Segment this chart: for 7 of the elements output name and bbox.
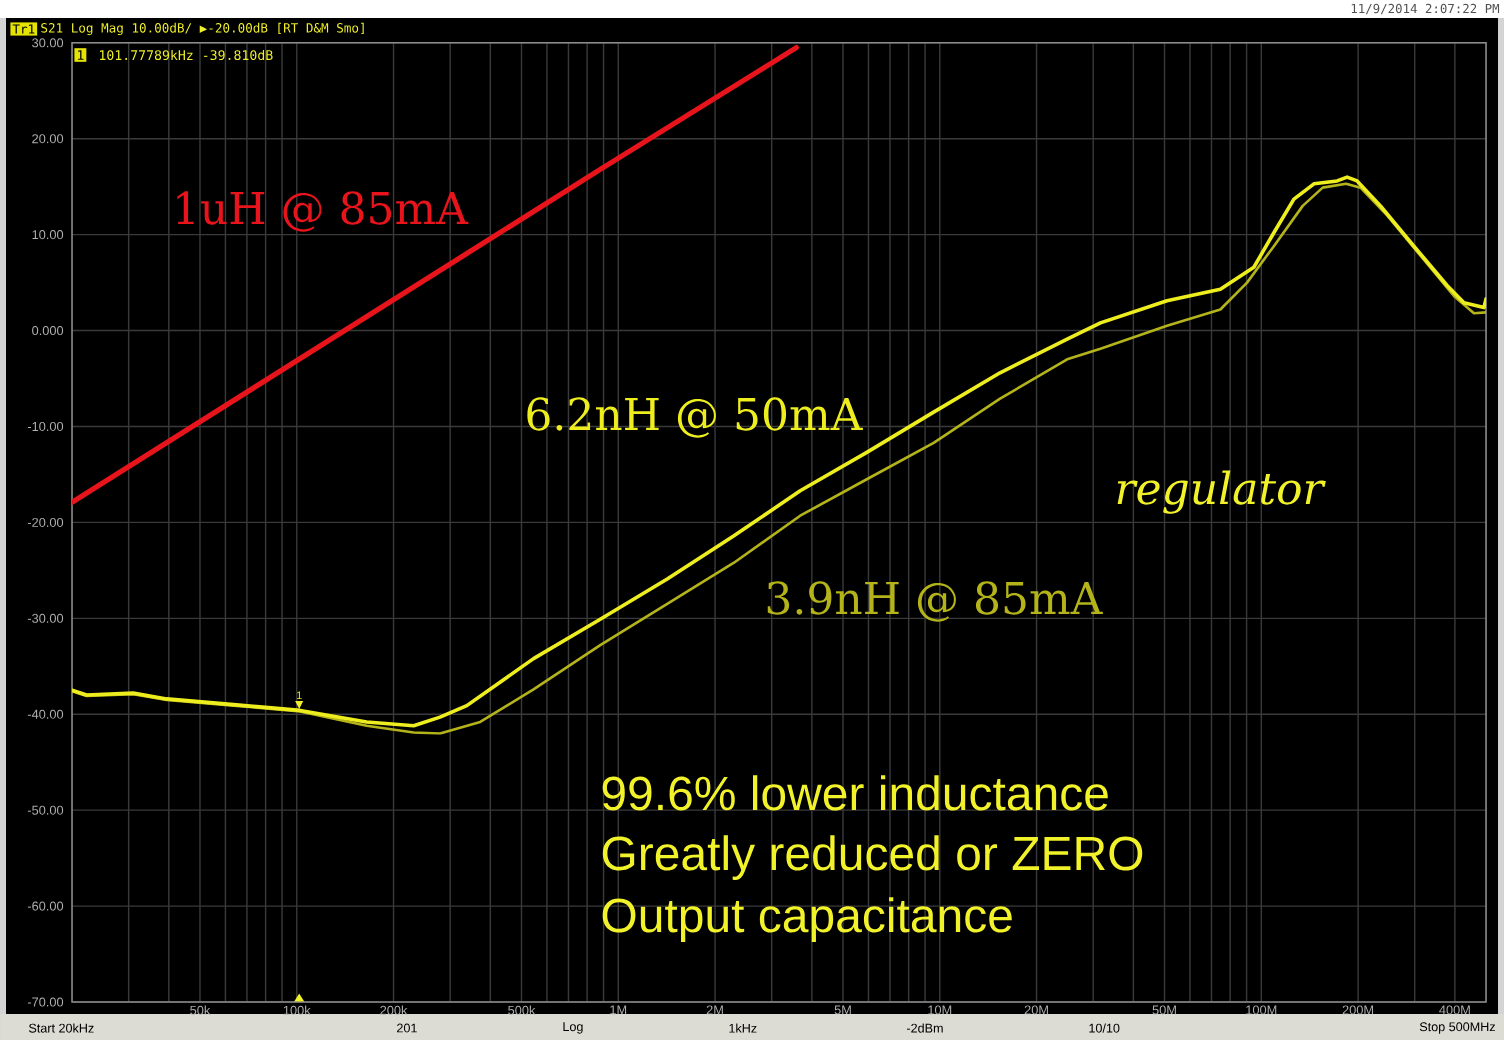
- series-label: 6.2nH @ 50mA: [527, 397, 863, 438]
- series-label: 3.9nH @ 85mA: [767, 581, 1103, 622]
- annotation: Greatly reduced or ZERO: [602, 835, 1143, 880]
- series-label: 1uH @ 85mA: [177, 191, 469, 232]
- annotation: regulator: [1117, 470, 1326, 514]
- annotation: Output capacitance: [602, 897, 1012, 942]
- annotation: 99.6% lower inductance: [602, 775, 1108, 811]
